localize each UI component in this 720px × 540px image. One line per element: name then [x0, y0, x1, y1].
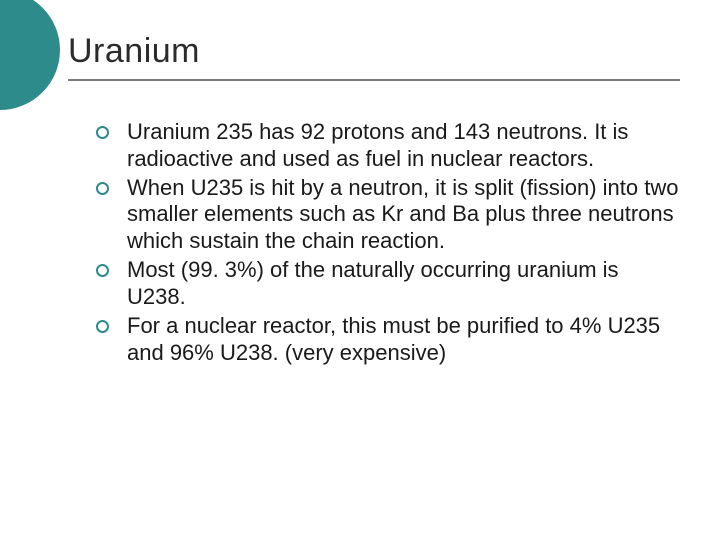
list-item: For a nuclear reactor, this must be puri…	[96, 313, 680, 367]
circle-bullet-icon	[96, 320, 109, 333]
circle-bullet-icon	[96, 264, 109, 277]
title-underline	[68, 79, 680, 81]
bullet-text: For a nuclear reactor, this must be puri…	[127, 313, 680, 367]
list-item: Uranium 235 has 92 protons and 143 neutr…	[96, 119, 680, 173]
slide-title: Uranium	[68, 32, 680, 77]
bullet-text: Uranium 235 has 92 protons and 143 neutr…	[127, 119, 680, 173]
bullet-list: Uranium 235 has 92 protons and 143 neutr…	[68, 119, 680, 366]
slide-body: Uranium Uranium 235 has 92 protons and 1…	[0, 0, 720, 366]
bullet-text: Most (99. 3%) of the naturally occurring…	[127, 257, 680, 311]
bullet-text: When U235 is hit by a neutron, it is spl…	[127, 175, 680, 255]
circle-bullet-icon	[96, 182, 109, 195]
list-item: When U235 is hit by a neutron, it is spl…	[96, 175, 680, 255]
circle-bullet-icon	[96, 126, 109, 139]
list-item: Most (99. 3%) of the naturally occurring…	[96, 257, 680, 311]
